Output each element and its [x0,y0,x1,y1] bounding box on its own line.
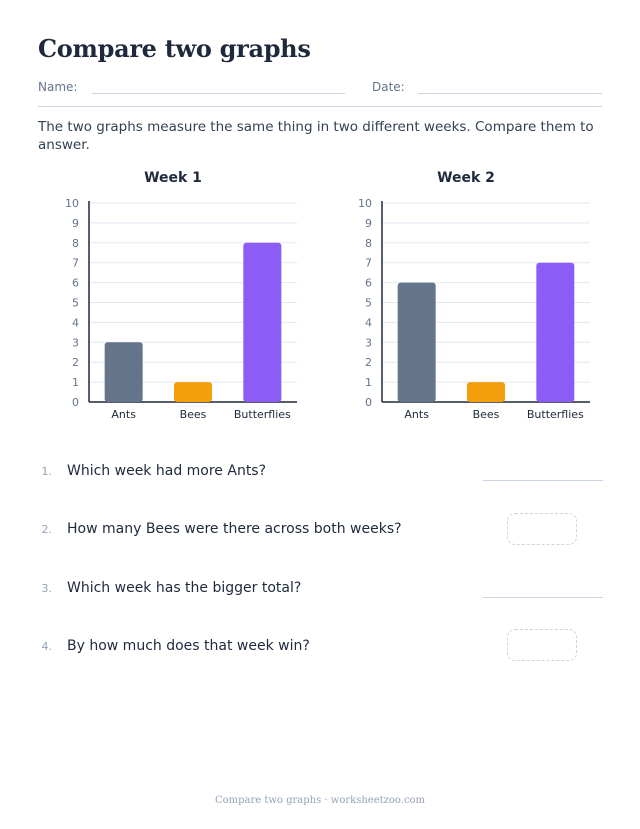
y-tick-label: 10 [358,197,372,210]
y-tick-label: 1 [72,376,79,389]
chart-title-week-2: Week 2 [437,170,495,186]
y-tick-label: 0 [72,396,79,409]
answer-box[interactable] [507,513,577,545]
question-number: 1. [41,465,53,478]
y-tick-label: 0 [365,396,372,409]
bar-butterflies [536,262,575,402]
y-tick-label: 2 [72,356,79,369]
answer-box[interactable] [507,629,577,661]
y-tick-label: 3 [72,336,79,349]
y-tick-label: 8 [72,237,79,250]
question-text: Which week had more Ants? [67,463,267,479]
x-tick-label: Bees [473,408,500,421]
question-text: How many Bees were there across both wee… [67,521,402,537]
bar-bees [174,382,212,402]
y-tick-label: 1 [365,376,372,389]
bar-bees [467,382,505,402]
question-text: By how much does that week win? [67,638,310,654]
chart-title-week-1: Week 1 [144,170,202,186]
y-tick-label: 10 [65,197,79,210]
x-tick-label: Bees [180,408,207,421]
question-text: Which week has the bigger total? [67,580,302,596]
x-tick-label: Butterflies [527,408,584,421]
y-tick-label: 9 [72,217,79,230]
x-tick-label: Ants [404,408,429,421]
instructions: The two graphs measure the same thing in… [38,119,594,153]
date-field[interactable] [418,93,602,94]
name-field[interactable] [92,93,345,94]
bar-ants [104,342,143,402]
question-number: 2. [41,523,53,536]
answer-line[interactable] [483,597,603,598]
bar-chart-week-2: 0 1 2 3 4 5 6 7 8 9 10 Ants Bees Butterflies [358,197,590,421]
y-tick-label: 6 [365,277,372,290]
footer: Compare two graphs · worksheetzoo.com [214,795,426,806]
y-tick-label: 5 [365,297,372,310]
y-tick-label: 6 [72,277,79,290]
y-tick-label: 4 [72,316,79,329]
bar-chart-week-1: 0 1 2 3 4 5 6 7 8 9 10 Ants Bees Butterflies [65,197,297,421]
y-tick-label: 4 [365,316,372,329]
y-tick-label: 7 [365,257,372,270]
header-divider [38,106,602,107]
y-tick-label: 9 [365,217,372,230]
y-tick-label: 7 [72,257,79,270]
question-number: 3. [41,582,53,595]
date-label: Date: [372,80,405,94]
y-tick-label: 3 [365,336,372,349]
y-tick-label: 2 [365,356,372,369]
answer-line[interactable] [483,480,603,481]
bar-butterflies [243,242,282,402]
question-number: 4. [41,640,53,653]
y-tick-label: 5 [72,297,79,310]
name-label: Name: [38,80,78,94]
x-tick-label: Ants [111,408,136,421]
bar-ants [397,282,436,402]
y-tick-label: 8 [365,237,372,250]
x-tick-label: Butterflies [234,408,291,421]
page-title: Compare two graphs [38,34,311,63]
